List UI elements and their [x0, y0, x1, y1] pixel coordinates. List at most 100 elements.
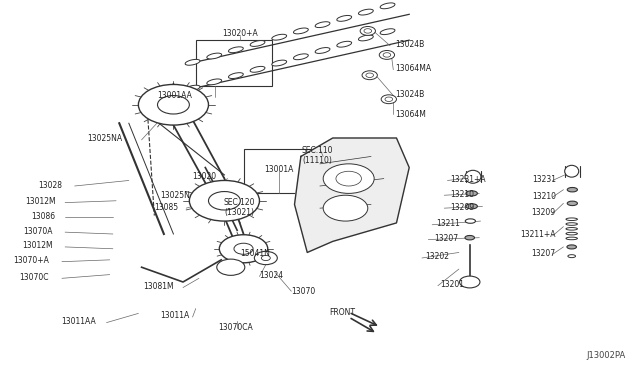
- Ellipse shape: [272, 34, 287, 40]
- Circle shape: [254, 251, 277, 264]
- Ellipse shape: [465, 219, 476, 223]
- Circle shape: [364, 29, 372, 33]
- Text: 13211+A: 13211+A: [520, 230, 556, 239]
- Text: 13085: 13085: [154, 203, 179, 212]
- Ellipse shape: [315, 48, 330, 54]
- Ellipse shape: [337, 41, 351, 47]
- Text: 13070+A: 13070+A: [13, 256, 49, 265]
- Text: 13070C: 13070C: [20, 273, 49, 282]
- Circle shape: [138, 84, 209, 125]
- Circle shape: [460, 276, 480, 288]
- Text: 13064MA: 13064MA: [395, 64, 431, 73]
- Circle shape: [336, 171, 362, 186]
- Ellipse shape: [228, 47, 243, 53]
- Text: SEC.110
(11110): SEC.110 (11110): [301, 146, 333, 166]
- Circle shape: [261, 256, 270, 260]
- Text: 13070: 13070: [291, 287, 316, 296]
- Ellipse shape: [315, 22, 330, 28]
- Text: 13231+A: 13231+A: [451, 175, 486, 184]
- Text: J13002PA: J13002PA: [587, 350, 626, 359]
- Text: 13025NA: 13025NA: [87, 134, 122, 143]
- Ellipse shape: [185, 60, 200, 65]
- Circle shape: [189, 180, 259, 221]
- Ellipse shape: [185, 85, 200, 91]
- Text: 13086: 13086: [31, 212, 56, 221]
- Circle shape: [380, 51, 394, 60]
- Polygon shape: [294, 138, 409, 253]
- Ellipse shape: [250, 67, 265, 72]
- Circle shape: [385, 97, 393, 102]
- Text: 13024: 13024: [259, 271, 284, 280]
- Text: 13202: 13202: [425, 252, 449, 262]
- Text: 13070CA: 13070CA: [218, 323, 253, 332]
- Ellipse shape: [567, 201, 577, 206]
- Text: 13012M: 13012M: [22, 241, 52, 250]
- Circle shape: [220, 235, 268, 263]
- Ellipse shape: [566, 237, 577, 240]
- Text: 13011A: 13011A: [160, 311, 189, 320]
- Circle shape: [323, 195, 368, 221]
- Text: 13210: 13210: [451, 190, 475, 199]
- Text: 13012M: 13012M: [25, 198, 56, 206]
- Text: 13020+A: 13020+A: [223, 29, 258, 38]
- Ellipse shape: [358, 9, 373, 15]
- Ellipse shape: [272, 60, 287, 66]
- Circle shape: [209, 192, 241, 210]
- Text: 13210: 13210: [532, 192, 556, 201]
- Ellipse shape: [564, 165, 579, 177]
- Text: 15041N: 15041N: [241, 249, 270, 258]
- Ellipse shape: [294, 28, 308, 34]
- Ellipse shape: [380, 3, 395, 9]
- Ellipse shape: [466, 191, 477, 196]
- Text: 13209: 13209: [451, 202, 475, 212]
- Text: 13207: 13207: [532, 249, 556, 258]
- Text: 13211: 13211: [436, 219, 461, 228]
- Ellipse shape: [358, 35, 373, 41]
- Circle shape: [234, 243, 253, 254]
- Ellipse shape: [337, 16, 351, 21]
- Ellipse shape: [567, 245, 577, 249]
- Text: 13024B: 13024B: [395, 90, 424, 99]
- Text: 13028: 13028: [38, 181, 62, 190]
- Ellipse shape: [566, 232, 577, 235]
- Text: 13001A: 13001A: [264, 165, 293, 174]
- Bar: [196, 40, 272, 86]
- Ellipse shape: [566, 218, 577, 221]
- Ellipse shape: [250, 41, 265, 46]
- Text: 13020: 13020: [193, 172, 217, 181]
- Ellipse shape: [466, 204, 477, 209]
- Ellipse shape: [566, 223, 577, 225]
- Ellipse shape: [228, 73, 243, 78]
- Circle shape: [383, 53, 391, 57]
- Circle shape: [381, 95, 396, 104]
- Ellipse shape: [207, 53, 221, 59]
- Text: FRONT: FRONT: [330, 308, 355, 317]
- Circle shape: [360, 26, 376, 35]
- Text: 13001AA: 13001AA: [157, 91, 193, 100]
- Ellipse shape: [294, 54, 308, 60]
- Circle shape: [157, 96, 189, 114]
- Text: 13025N: 13025N: [160, 191, 190, 200]
- Text: 13209: 13209: [532, 208, 556, 217]
- Text: 13070A: 13070A: [23, 227, 52, 235]
- Ellipse shape: [465, 170, 481, 183]
- Text: 13011AA: 13011AA: [61, 317, 96, 326]
- Ellipse shape: [567, 187, 577, 192]
- Circle shape: [362, 71, 378, 80]
- Text: 13207: 13207: [435, 234, 459, 243]
- Circle shape: [366, 73, 374, 77]
- Ellipse shape: [568, 255, 575, 258]
- Text: 13064M: 13064M: [395, 109, 426, 119]
- Text: 13201: 13201: [440, 280, 465, 289]
- Circle shape: [217, 259, 245, 275]
- Text: 13024B: 13024B: [395, 41, 424, 49]
- Circle shape: [323, 164, 374, 193]
- Ellipse shape: [465, 235, 474, 240]
- Text: SEC.120
(13021): SEC.120 (13021): [224, 198, 255, 217]
- Ellipse shape: [380, 29, 395, 35]
- Text: 13081M: 13081M: [143, 282, 173, 291]
- Ellipse shape: [207, 79, 221, 85]
- Bar: [244, 149, 320, 193]
- Text: 13231: 13231: [532, 175, 556, 184]
- Ellipse shape: [566, 228, 577, 230]
